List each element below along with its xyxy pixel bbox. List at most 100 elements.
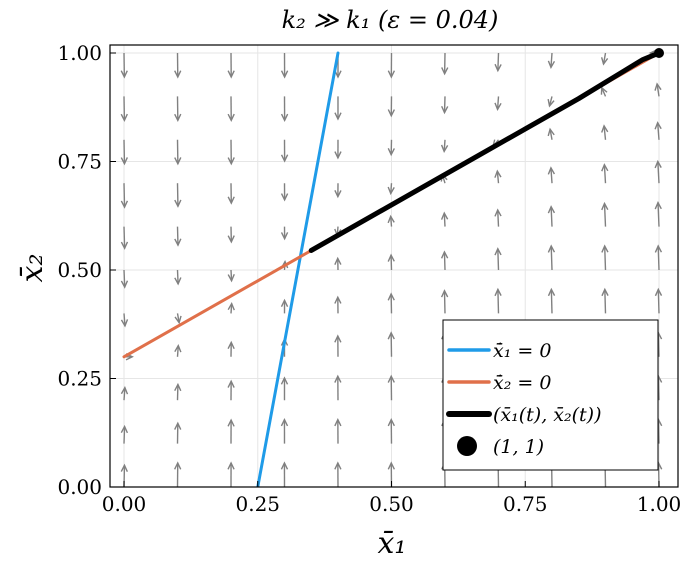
x-axis-label: x̄₁ (378, 526, 407, 561)
field-arrow (387, 214, 395, 227)
field-arrow (174, 313, 182, 325)
ticks: 0.00 0.25 0.50 0.75 1.00 0.00 0.25 0.50 0.75 1.00 (57, 41, 681, 516)
field-arrow (601, 201, 609, 227)
field-arrow (494, 169, 502, 184)
legend-label: ẋ̄₁ = 0 (493, 340, 551, 362)
field-arrow (441, 52, 449, 76)
legend-entry: ẋ̄₁ = 0 (447, 340, 551, 362)
field-arrow (280, 96, 289, 123)
field-arrow (654, 287, 663, 314)
series-trajectory (308, 50, 662, 253)
field-arrow (174, 461, 182, 487)
field-arrow (174, 382, 182, 401)
field-arrow (334, 334, 342, 357)
field-arrow (280, 139, 289, 163)
field-arrow (280, 52, 289, 79)
field-arrow (227, 183, 235, 205)
field-arrow (654, 244, 663, 271)
field-arrow (601, 287, 609, 314)
field-arrow (120, 183, 129, 209)
field-arrow (174, 344, 182, 357)
field-arrow (547, 244, 556, 271)
field-arrow (227, 301, 235, 314)
field-arrow (227, 418, 235, 444)
field-arrow (334, 139, 342, 160)
x-tick-label: 0.25 (235, 492, 280, 516)
y-tick-label: 0.50 (57, 258, 102, 282)
field-arrow (547, 205, 556, 227)
legend-label: (1, 1) (493, 436, 544, 458)
field-arrow (494, 287, 502, 314)
field-arrow (120, 52, 128, 79)
field-arrow (120, 226, 129, 250)
field-arrow (440, 139, 449, 154)
field-arrow (494, 96, 502, 112)
x-tick-label: 0.50 (369, 492, 414, 516)
field-arrow (120, 96, 128, 123)
field-arrow (494, 52, 502, 73)
legend-swatch (457, 436, 477, 456)
field-arrow (387, 52, 396, 79)
legend: ẋ̄₁ = 0 ẋ̄₂ = 0 (x̄₁(t), x̄₂(t)) (1, 1) (442, 319, 659, 471)
field-arrow (494, 247, 502, 271)
field-arrow (601, 124, 609, 140)
y-tick-label: 0.00 (57, 475, 102, 499)
field-arrow (334, 183, 342, 199)
legend-label: ẋ̄₂ = 0 (493, 372, 551, 394)
field-arrow (227, 379, 235, 401)
endpoint-layer (654, 48, 664, 58)
field-arrow (440, 211, 449, 227)
y-tick-label: 0.25 (57, 367, 102, 391)
y-axis-label: x̄₂ (15, 254, 50, 283)
field-arrow (174, 269, 182, 286)
field-arrow (600, 86, 608, 97)
field-arrow (280, 461, 289, 487)
series-layer (122, 50, 662, 487)
x-tick-label: 0.00 (102, 492, 147, 516)
legend-entry: (x̄₁(t), x̄₂(t)) (446, 404, 602, 426)
field-arrow (654, 159, 662, 184)
field-arrow (334, 96, 342, 121)
field-arrow (174, 183, 182, 208)
field-arrow (174, 421, 182, 444)
legend-label: (x̄₁(t), x̄₂(t)) (493, 404, 602, 426)
field-arrow (387, 292, 395, 314)
field-arrow (120, 313, 129, 328)
field-arrow (174, 52, 182, 79)
field-arrow (174, 96, 182, 123)
field-arrow (441, 96, 449, 115)
field-arrow (654, 82, 662, 97)
field-arrow (280, 183, 289, 202)
field-arrow (334, 256, 342, 271)
field-arrow (387, 96, 396, 118)
legend-entry: ẋ̄₂ = 0 (447, 372, 551, 394)
field-arrow (334, 417, 342, 444)
field-arrow (547, 287, 556, 314)
x-tick-label: 0.75 (503, 492, 548, 516)
field-arrow (387, 331, 395, 357)
field-arrow (227, 461, 235, 487)
field-arrow (387, 253, 395, 271)
field-arrow (547, 166, 556, 184)
field-arrow (227, 139, 235, 166)
series-x1-nullcline (256, 51, 340, 487)
chart-title: k₂ ≫ k₁ (ε = 0.04) (282, 6, 499, 34)
field-arrow (387, 417, 395, 444)
field-arrow (547, 96, 555, 108)
field-arrow (334, 461, 342, 487)
field-arrow (174, 139, 182, 166)
field-arrow (120, 269, 129, 289)
field-arrow (387, 139, 395, 157)
field-arrow (601, 244, 609, 271)
field-arrow (280, 298, 289, 314)
field-arrow (334, 295, 342, 314)
field-arrow (547, 52, 556, 69)
field-arrow (387, 183, 395, 196)
field-arrow (120, 424, 129, 444)
field-arrow (654, 121, 662, 140)
field-arrow (600, 52, 609, 66)
field-arrow (440, 289, 449, 314)
field-arrow (334, 374, 342, 401)
x-tick-label: 1.00 (637, 492, 682, 516)
